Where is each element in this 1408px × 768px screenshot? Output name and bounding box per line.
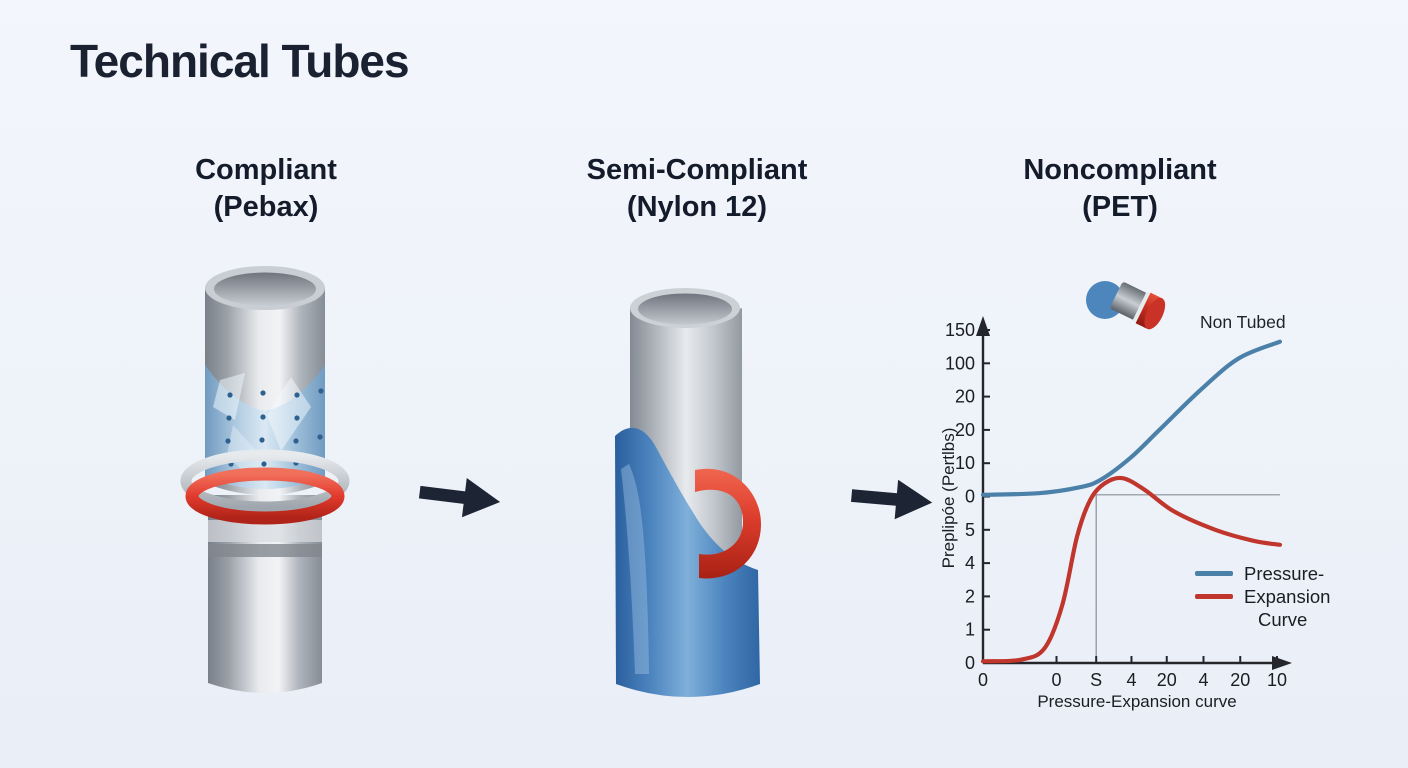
y-tick-label: 150 — [945, 320, 975, 340]
legend-row: Expansion — [1195, 585, 1395, 608]
tube-top-opening — [214, 272, 316, 306]
x-tick-label: S — [1090, 670, 1102, 690]
y-tick-label: 0 — [965, 653, 975, 673]
column-header-noncompliant: Noncompliant (PET) — [960, 152, 1280, 226]
legend-label: Curve — [1258, 608, 1308, 630]
blue-sleeve — [615, 427, 760, 697]
page-title: Technical Tubes — [70, 35, 410, 87]
x-tick-label: 4 — [1198, 670, 1208, 690]
tube-collar-highlight — [208, 520, 322, 542]
column-header-line1: Noncompliant — [1023, 154, 1217, 186]
column-header-line1: Semi-Compliant — [586, 154, 808, 186]
tube-collar-groove — [208, 544, 322, 557]
column-header-line1: Compliant — [195, 154, 337, 186]
y-axis-title: Preplipóe (Pertlbs) — [940, 428, 958, 569]
mini-tube-icon — [1086, 281, 1166, 330]
red-band — [695, 468, 761, 579]
y-tick-label: 0 — [965, 487, 975, 507]
red-o-ring — [185, 467, 345, 525]
legend-swatch — [1195, 594, 1233, 599]
column-header-line2: (Nylon 12) — [626, 191, 768, 223]
series-expansion-curve — [980, 475, 1283, 664]
legend-row: Curve — [1195, 608, 1395, 631]
y-tick-label: 2 — [965, 586, 975, 606]
y-tick-label: 5 — [965, 520, 975, 540]
legend-label: Pressure- — [1244, 562, 1325, 584]
y-tick-label: 20 — [955, 387, 975, 407]
tube-gray-body — [630, 308, 742, 573]
compliant-tube-illustration — [180, 266, 350, 693]
x-tick-label: 0 — [978, 670, 988, 690]
icon-red-cap — [1144, 297, 1166, 330]
x-axis-title: Pressure-Expansion curve — [1037, 692, 1236, 711]
y-tick-label: 4 — [965, 553, 975, 573]
legend-label: Expansion — [1244, 585, 1331, 607]
x-tick-label: 20 — [1157, 670, 1177, 690]
column-header-compliant: Compliant (Pebax) — [106, 152, 426, 226]
y-tick-label: 10 — [955, 453, 975, 473]
column-header-line2: (PET) — [1082, 191, 1158, 223]
x-tick-label: 0 — [1051, 670, 1061, 690]
y-tick-label: 100 — [945, 353, 975, 373]
tube-top-opening — [638, 293, 732, 325]
arrow-right-icon — [851, 479, 933, 520]
arrow-right-icon — [418, 478, 501, 518]
x-tick-label: 10 — [1267, 670, 1287, 690]
column-header-line2: (Pebax) — [213, 191, 319, 223]
x-tick-label: 20 — [1230, 670, 1250, 690]
legend-row: Pressure- — [1195, 562, 1395, 585]
x-tick-label: 4 — [1126, 670, 1136, 690]
silver-ring — [180, 449, 350, 513]
semi-compliant-tube-illustration — [615, 288, 761, 697]
y-tick-label: 1 — [965, 620, 975, 640]
balloon-facet — [267, 377, 311, 451]
series-pressure-curve — [980, 339, 1283, 497]
x-axis-arrow-icon — [1272, 656, 1292, 670]
legend-swatch — [1195, 571, 1233, 576]
chart-legend: Pressure- Expansion Curve — [1195, 562, 1395, 631]
icon-white-ring — [1132, 291, 1152, 323]
column-header-semi-compliant: Semi-Compliant (Nylon 12) — [537, 152, 857, 226]
blue-sleeve-highlight — [621, 464, 649, 674]
y-tick-label: 20 — [955, 420, 975, 440]
pressure-expansion-chart: 0 1 2 4 5 0 10 20 20 100 150 0 0 S 4 20 4 20 10 Preplipóe (… — [940, 300, 1408, 760]
y-axis-arrow-icon — [976, 316, 990, 336]
non-tubed-annotation: Non Tubed — [1200, 312, 1286, 332]
